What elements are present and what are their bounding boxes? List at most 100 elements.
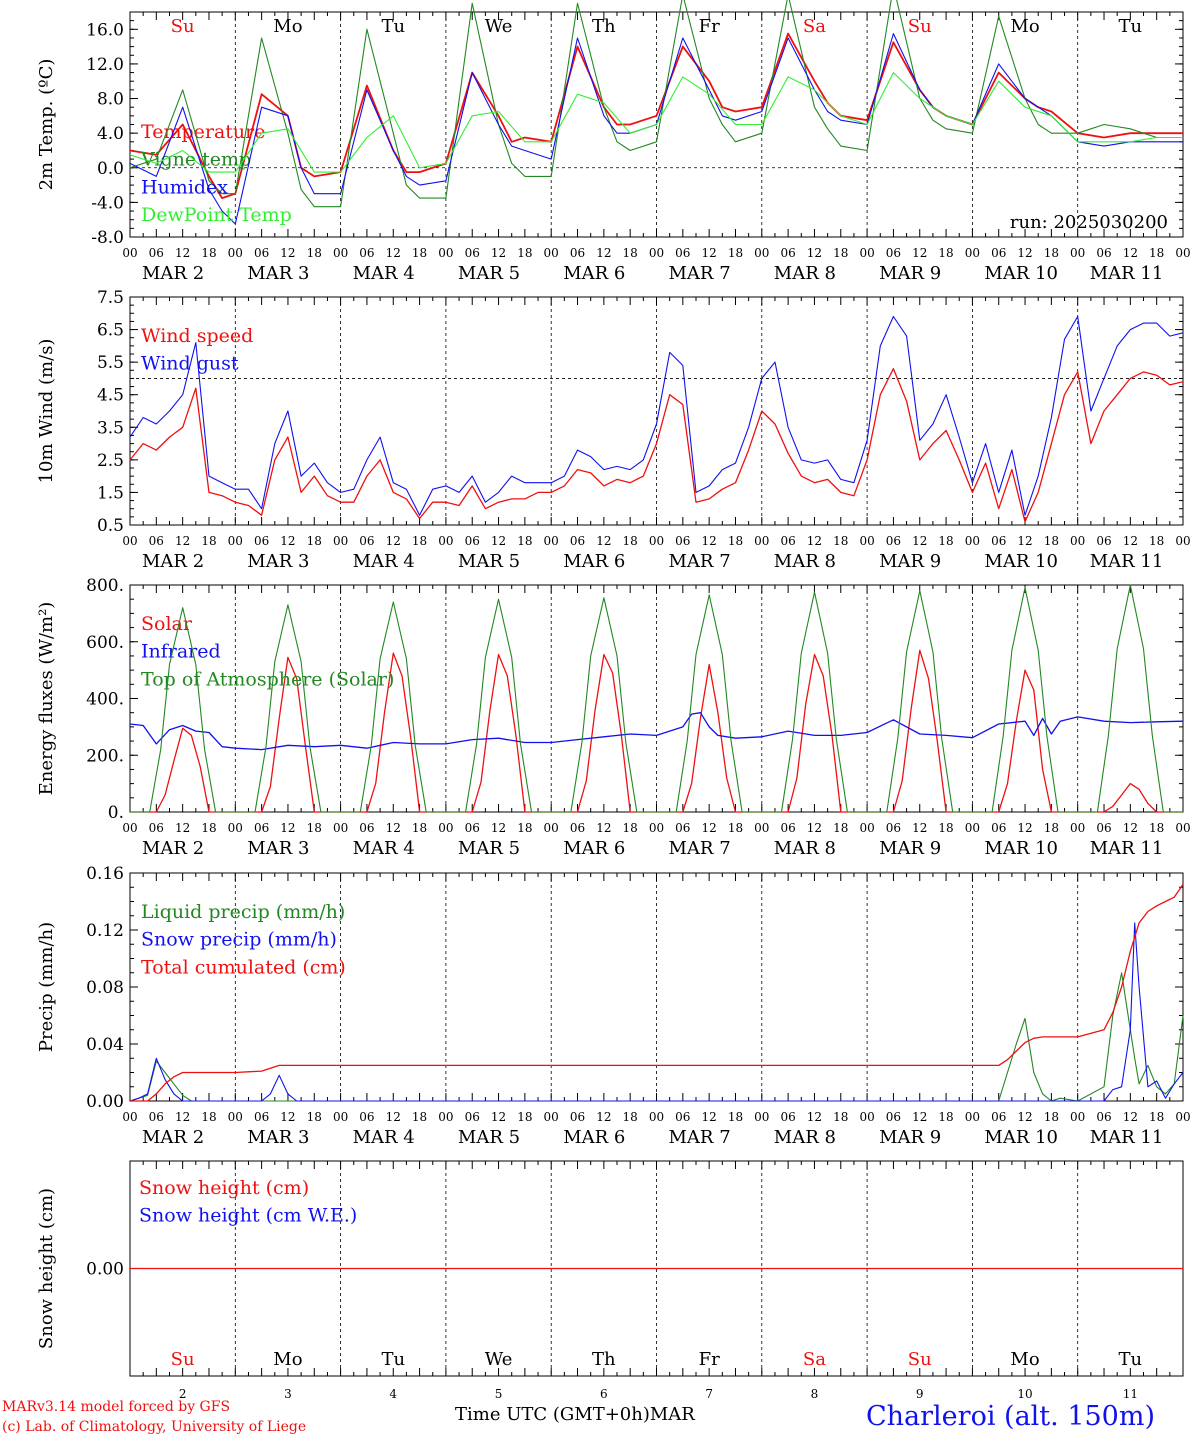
hour-tick-label: 18 — [1044, 534, 1059, 548]
bottom-date-number: 9 — [916, 1387, 924, 1401]
hour-tick-label: 06 — [991, 1110, 1006, 1124]
hour-tick-label: 18 — [307, 821, 322, 835]
hour-tick-label: 00 — [122, 821, 137, 835]
hour-tick-label: 18 — [623, 1110, 638, 1124]
legend-entry: Temperature — [141, 121, 265, 143]
hour-tick-label: 00 — [649, 534, 664, 548]
day-name-top: Tu — [381, 16, 405, 37]
hour-tick-label: 06 — [780, 821, 795, 835]
hour-tick-label: 06 — [149, 1110, 164, 1124]
day-name-bottom: Th — [592, 1349, 616, 1370]
hour-tick-label: 18 — [728, 246, 743, 260]
hour-tick-label: 06 — [254, 246, 269, 260]
hour-tick-label: 06 — [149, 246, 164, 260]
hour-tick-label: 12 — [386, 246, 401, 260]
hour-tick-label: 18 — [1044, 246, 1059, 260]
hour-tick-label: 18 — [833, 1110, 848, 1124]
hour-tick-label: 06 — [675, 821, 690, 835]
hour-tick-label: 12 — [807, 534, 822, 548]
hour-tick-label: 12 — [702, 821, 717, 835]
y-tick-label: 0.04 — [86, 1035, 124, 1055]
hour-tick-label: 06 — [675, 246, 690, 260]
date-label: MAR 9 — [879, 263, 941, 284]
series-line — [129, 315, 1184, 516]
day-name-bottom: Tu — [1119, 1349, 1143, 1370]
hour-tick-label: 18 — [412, 821, 427, 835]
hour-tick-label: 06 — [149, 534, 164, 548]
x-axis-title: Time UTC (GMT+0h)MAR — [455, 1404, 695, 1425]
hour-tick-label: 12 — [912, 246, 927, 260]
hour-tick-label: 06 — [675, 1110, 690, 1124]
hour-tick-label: 12 — [807, 821, 822, 835]
y-tick-label: 0. — [108, 803, 124, 823]
hour-tick-label: 12 — [912, 534, 927, 548]
hour-tick-label: 00 — [965, 821, 980, 835]
hour-tick-label: 06 — [780, 1110, 795, 1124]
hour-tick-label: 06 — [570, 821, 585, 835]
date-label: MAR 5 — [458, 838, 520, 859]
hour-tick-label: 06 — [886, 246, 901, 260]
hour-tick-label: 06 — [254, 1110, 269, 1124]
hour-tick-label: 12 — [912, 1110, 927, 1124]
legend-entry: Vigne temp — [140, 149, 251, 171]
hour-tick-label: 00 — [1175, 1110, 1190, 1124]
y-tick-label: 0.00 — [86, 1092, 124, 1112]
y-tick-label: 800. — [86, 576, 124, 596]
hour-tick-label: 06 — [1096, 1110, 1111, 1124]
day-name-top: Sa — [803, 16, 826, 37]
bottom-date-number: 4 — [389, 1387, 397, 1401]
y-tick-label: -4.0 — [91, 193, 124, 213]
hour-tick-label: 00 — [544, 246, 559, 260]
day-name-bottom: Su — [908, 1349, 932, 1370]
run-annotation: run: 2025030200 — [1010, 212, 1168, 233]
y-tick-label: 0.08 — [86, 978, 124, 998]
panel-1: 16.0 12.0 8.0 4.0 0.0 -4.0 -8.0 2m Temp. (ºC) Te… — [36, 0, 1191, 284]
hour-tick-label: 06 — [570, 246, 585, 260]
y-axis-label: Energy fluxes (W/m²) — [36, 602, 57, 796]
hour-tick-label: 12 — [175, 246, 190, 260]
hour-tick-label: 18 — [938, 246, 953, 260]
hour-tick-label: 18 — [307, 1110, 322, 1124]
hour-tick-label: 18 — [412, 246, 427, 260]
date-label: MAR 5 — [458, 1127, 520, 1148]
bottom-date-number: 8 — [811, 1387, 819, 1401]
hour-tick-label: 18 — [938, 534, 953, 548]
day-name-bottom: Mo — [273, 1349, 302, 1370]
hour-tick-label: 12 — [280, 246, 295, 260]
date-label: MAR 3 — [247, 838, 309, 859]
date-label: MAR 10 — [984, 1127, 1058, 1148]
legend-entry: Wind speed — [141, 325, 253, 347]
hour-tick-label: 00 — [649, 821, 664, 835]
hour-tick-label: 06 — [886, 534, 901, 548]
hour-tick-label: 18 — [201, 246, 216, 260]
y-tick-label: 0.00 — [86, 1260, 124, 1280]
hour-tick-label: 12 — [702, 246, 717, 260]
hour-tick-label: 06 — [465, 1110, 480, 1124]
date-label: MAR 11 — [1090, 263, 1164, 284]
hour-tick-label: 12 — [702, 534, 717, 548]
y-tick-label: 4.5 — [97, 386, 124, 406]
hour-tick-label: 12 — [596, 246, 611, 260]
hour-tick-label: 12 — [175, 534, 190, 548]
x-axis-month: MAR — [649, 1404, 695, 1425]
bottom-date-number: 2 — [179, 1387, 187, 1401]
y-tick-label: -8.0 — [91, 228, 124, 248]
date-label: MAR 5 — [458, 263, 520, 284]
hour-tick-label: 12 — [386, 821, 401, 835]
hour-tick-label: 00 — [1175, 246, 1190, 260]
hour-tick-label: 00 — [122, 1110, 137, 1124]
date-label: MAR 3 — [247, 1127, 309, 1148]
hour-tick-label: 06 — [886, 821, 901, 835]
hour-tick-label: 00 — [754, 1110, 769, 1124]
hour-tick-label: 00 — [1070, 246, 1085, 260]
hour-tick-label: 06 — [886, 1110, 901, 1124]
hour-tick-label: 18 — [833, 246, 848, 260]
hour-tick-label: 18 — [938, 821, 953, 835]
day-name-bottom: Tu — [381, 1349, 405, 1370]
hour-tick-label: 06 — [359, 534, 374, 548]
hour-tick-label: 12 — [491, 534, 506, 548]
date-label: MAR 7 — [669, 838, 731, 859]
hour-tick-label: 00 — [859, 821, 874, 835]
series-line — [129, 972, 1184, 1102]
hour-tick-label: 06 — [991, 534, 1006, 548]
